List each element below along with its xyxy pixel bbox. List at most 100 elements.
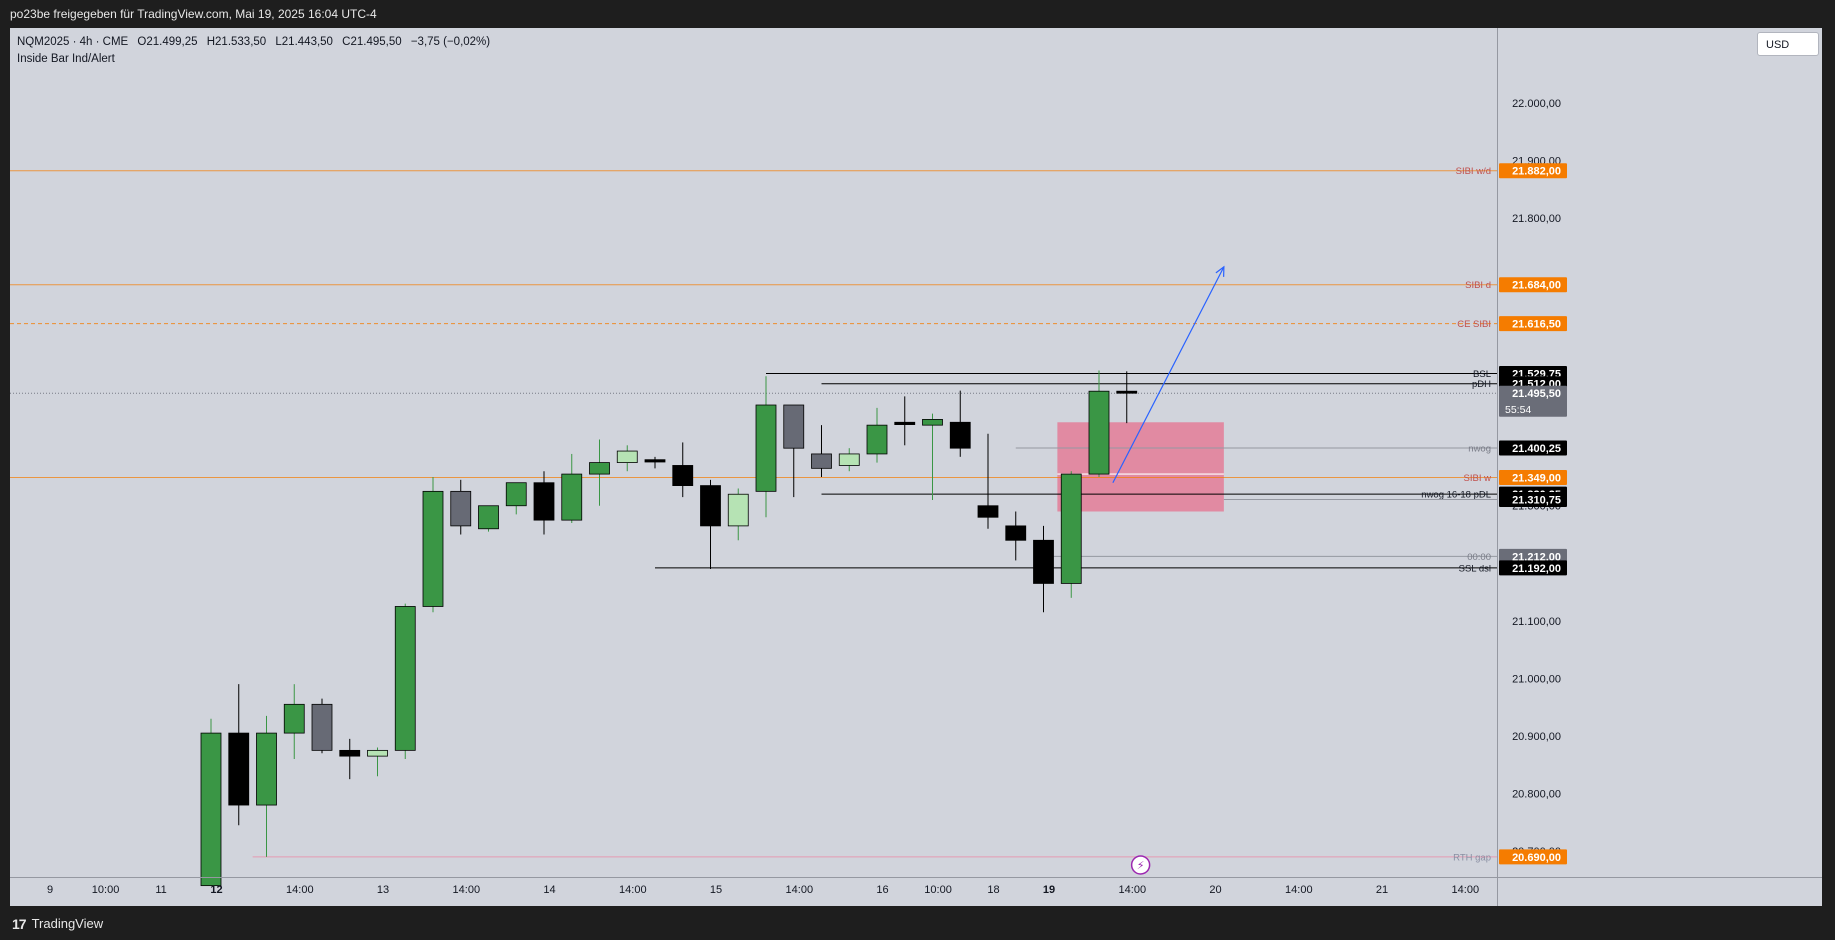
price-tag-label: 21.616,50 (1512, 319, 1561, 331)
x-tick-label: 18 (987, 884, 999, 896)
price-scale-separator (1497, 28, 1498, 906)
candle-body (1088, 390, 1110, 475)
price-tag-label: 21.882,00 (1512, 166, 1561, 178)
time-axis: 9 10:00 11 12 14:00 13 14:00 14 14:00 15 14:00 16 10… (47, 884, 1479, 896)
level-label: nwog 16-18 pDL (1421, 490, 1491, 501)
x-tick-label: 12 (210, 884, 222, 896)
x-tick-label: 14:00 (1452, 884, 1480, 896)
symbol-label[interactable]: NQM2025 · 4h · CME (17, 36, 129, 48)
price-axis: 20.700,0020.800,0020.900,0021.000,0021.1… (1512, 98, 1561, 858)
candle-body (200, 732, 222, 887)
candle-body (283, 703, 305, 734)
high-value: H21.533,50 (206, 36, 267, 48)
candle-body (339, 749, 361, 757)
footer: 17 TradingView (0, 908, 1835, 940)
x-tick-label: 14:00 (453, 884, 481, 896)
candle-body (1060, 473, 1082, 584)
candle-body (422, 490, 444, 607)
candle-body (450, 490, 472, 527)
candle-body (256, 732, 277, 806)
tradingview-logo-icon: 17 (12, 916, 27, 932)
time-scale-separator (10, 877, 1822, 878)
y-tick-label: 20.800,00 (1512, 789, 1561, 801)
candle-body (700, 485, 721, 527)
candle-body (589, 462, 610, 475)
x-tick-label: 11 (155, 884, 166, 896)
candle-body (561, 473, 583, 521)
price-tag-label: 21.684,00 (1512, 280, 1561, 292)
x-tick-label: 15 (710, 884, 722, 896)
level-label: CE SIBI (1457, 319, 1491, 330)
y-tick-label: 21.800,00 (1512, 213, 1561, 225)
fvg-zone-rect (1057, 422, 1224, 512)
candle-body (505, 482, 527, 507)
candle-body (783, 404, 805, 449)
x-tick-label: 19 (1043, 884, 1055, 896)
candle-body (394, 606, 416, 751)
indicator-label[interactable]: Inside Bar Ind/Alert (17, 53, 115, 65)
candle-body (478, 505, 499, 530)
x-tick-label: 14:00 (286, 884, 314, 896)
price-tag-label: 21.310,75 (1512, 495, 1561, 507)
candle-body (922, 419, 943, 426)
x-tick-label: 14:00 (786, 884, 814, 896)
level-label: pDH (1472, 379, 1491, 390)
price-tag-label: 21.349,00 (1512, 473, 1561, 485)
price-tag (1499, 277, 1567, 293)
chart-frame[interactable]: SIBI w/d SIBI d CE SIBI BSL pDH nwog SIBI w nwo… (10, 28, 1822, 906)
x-tick-label: 14:00 (619, 884, 647, 896)
event-marker: ⚡ (1130, 855, 1151, 875)
candle-body (727, 493, 749, 527)
level-label: SIBI d (1465, 280, 1491, 291)
x-tick-label: 16 (876, 884, 888, 896)
price-tag (1499, 470, 1567, 486)
level-label: nwog (1468, 444, 1491, 455)
price-tag-label: 21.495,50 (1512, 388, 1561, 400)
arrow-head (1215, 265, 1225, 277)
candle-body (228, 732, 250, 806)
change-value: −3,75 (−0,02%) (410, 36, 491, 48)
low-value: L21.443,50 (275, 36, 333, 48)
price-tags: 21.882,0021.684,0021.616,5021.529,7521.5… (1499, 163, 1567, 865)
level-label: SSL dsl (1459, 563, 1491, 574)
candle-body (533, 482, 555, 521)
price-tag (1499, 440, 1567, 456)
lightning-icon: ⚡ (1137, 859, 1145, 872)
price-tag-label: 21.192,00 (1512, 563, 1561, 575)
price-tag (1499, 385, 1567, 417)
footer-brand: TradingView (31, 916, 104, 931)
level-label: SIBI w/d (1456, 166, 1491, 177)
x-tick-label: 9 (47, 884, 53, 896)
x-tick-label: 10:00 (92, 884, 120, 896)
candle-body (949, 421, 971, 449)
arrow-line (1112, 266, 1225, 483)
x-tick-label: 10:00 (924, 884, 952, 896)
price-tag (1499, 492, 1567, 508)
y-tick-label: 20.900,00 (1512, 731, 1561, 743)
x-tick-label: 20 (1209, 884, 1221, 896)
event-marker-circle (1130, 855, 1151, 875)
close-value: C21.495,50 (342, 36, 402, 48)
price-tag (1499, 163, 1567, 179)
candle-body (977, 505, 999, 518)
price-tag (1499, 316, 1567, 332)
price-tag-label: 21.400,25 (1512, 443, 1561, 455)
open-value: O21.499,25 (137, 36, 198, 48)
level-label: 00:00 (1467, 552, 1491, 563)
currency-button[interactable]: USD (1757, 32, 1819, 56)
x-tick-label: 14:00 (1119, 884, 1147, 896)
share-header: po23be freigegeben für TradingView.com, … (10, 7, 377, 21)
y-tick-label: 22.000,00 (1512, 98, 1561, 110)
candle-body (367, 749, 388, 757)
price-tag (1499, 548, 1567, 564)
candle-body (644, 459, 666, 463)
price-tag-label: 20.690,00 (1512, 852, 1561, 864)
candle-body (1033, 539, 1054, 584)
y-tick-label: 21.000,00 (1512, 673, 1561, 685)
candle-body (1116, 390, 1138, 394)
x-tick-label: 14 (543, 884, 555, 896)
x-tick-label: 13 (377, 884, 389, 896)
y-tick-label: 21.100,00 (1512, 616, 1561, 628)
